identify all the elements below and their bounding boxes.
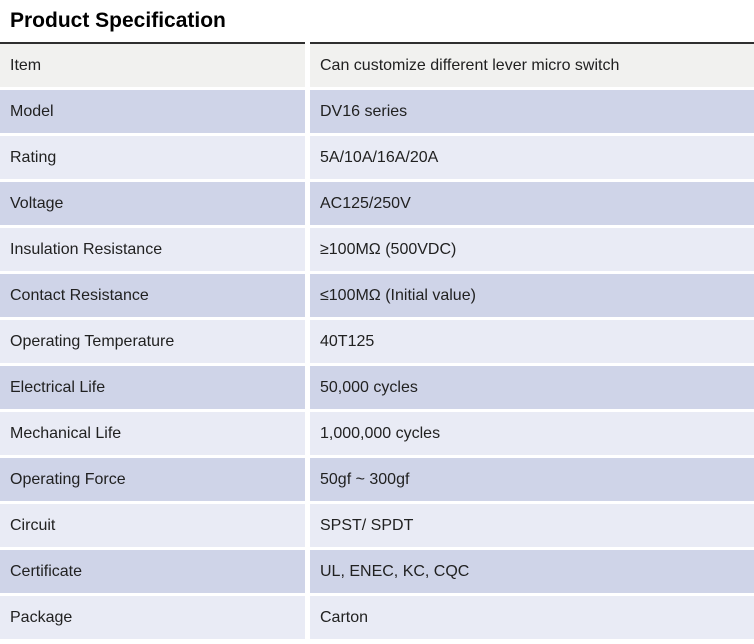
table-row: Insulation Resistance ≥100MΩ (500VDC) — [0, 228, 754, 271]
spec-item-cell: Operating Temperature — [0, 320, 305, 363]
spec-item-cell: Voltage — [0, 182, 305, 225]
spec-item-cell: Circuit — [0, 504, 305, 547]
table-row: Package Carton — [0, 596, 754, 639]
spec-item-cell: Item — [0, 42, 305, 87]
table-row: Voltage AC125/250V — [0, 182, 754, 225]
spec-value-cell: AC125/250V — [310, 182, 754, 225]
table-row: Contact Resistance ≤100MΩ (Initial value… — [0, 274, 754, 317]
spec-value-cell: DV16 series — [310, 90, 754, 133]
spec-value-cell: Carton — [310, 596, 754, 639]
spec-item-cell: Model — [0, 90, 305, 133]
page-title: Product Specification — [10, 9, 226, 32]
spec-value-cell: Can customize different lever micro swit… — [310, 42, 754, 87]
spec-item-cell: Certificate — [0, 550, 305, 593]
spec-item-cell: Electrical Life — [0, 366, 305, 409]
spec-value-cell: 40T125 — [310, 320, 754, 363]
table-row: Circuit SPST/ SPDT — [0, 504, 754, 547]
spec-item-cell: Contact Resistance — [0, 274, 305, 317]
table-row: Mechanical Life 1,000,000 cycles — [0, 412, 754, 455]
spec-value-cell: 1,000,000 cycles — [310, 412, 754, 455]
spec-value-cell: 5A/10A/16A/20A — [310, 136, 754, 179]
spec-item-cell: Mechanical Life — [0, 412, 305, 455]
table-row: Model DV16 series — [0, 90, 754, 133]
table-row: Operating Force 50gf ~ 300gf — [0, 458, 754, 501]
spec-value-cell: UL, ENEC, KC, CQC — [310, 550, 754, 593]
spec-table: Item Can customize different lever micro… — [0, 42, 754, 639]
spec-item-cell: Operating Force — [0, 458, 305, 501]
table-row: Operating Temperature 40T125 — [0, 320, 754, 363]
spec-item-cell: Rating — [0, 136, 305, 179]
spec-value-cell: ≤100MΩ (Initial value) — [310, 274, 754, 317]
spec-item-cell: Package — [0, 596, 305, 639]
spec-value-cell: SPST/ SPDT — [310, 504, 754, 547]
spec-value-cell: 50,000 cycles — [310, 366, 754, 409]
table-row: Rating 5A/10A/16A/20A — [0, 136, 754, 179]
spec-value-cell: ≥100MΩ (500VDC) — [310, 228, 754, 271]
table-row: Item Can customize different lever micro… — [0, 42, 754, 87]
table-row: Electrical Life 50,000 cycles — [0, 366, 754, 409]
spec-value-cell: 50gf ~ 300gf — [310, 458, 754, 501]
table-row: Certificate UL, ENEC, KC, CQC — [0, 550, 754, 593]
spec-item-cell: Insulation Resistance — [0, 228, 305, 271]
